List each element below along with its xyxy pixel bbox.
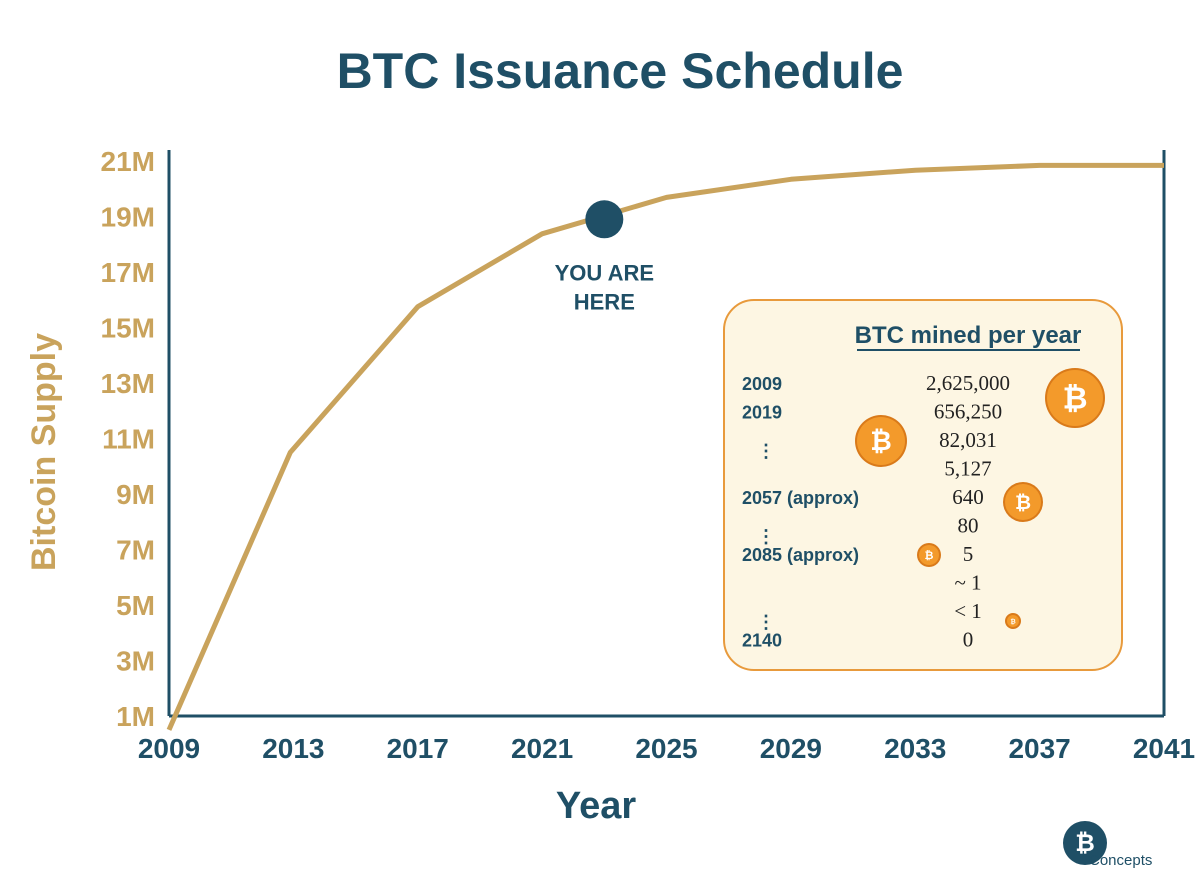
x-tick-label: 2029 xyxy=(760,733,822,764)
inset-title: BTC mined per year xyxy=(855,322,1082,349)
btc-mined-per-year-inset: BTC mined per year 2009 2,625,000 2019 656,… xyxy=(723,299,1123,671)
inset-row-value: 82,031 xyxy=(939,428,997,452)
bitcoin-coin-glyph: ₿ xyxy=(925,550,934,562)
logo-bitcoin-icon xyxy=(1063,821,1107,865)
inset-row-value: 80 xyxy=(958,514,979,538)
inset-row-value: 0 xyxy=(963,628,974,652)
bitcoin-coin-face xyxy=(1005,484,1041,520)
x-tick-label: 2041 xyxy=(1133,733,1195,764)
inset-row-value: ~ 1 xyxy=(954,571,981,595)
chart-title: BTC Issuance Schedule xyxy=(337,43,904,99)
y-tick-label: 7M xyxy=(116,535,155,566)
x-tick-label: 2009 xyxy=(138,733,200,764)
inset-row-year: ⋮ xyxy=(757,441,775,461)
inset-row-year: ⋮ xyxy=(757,612,775,632)
bitcoin-coin-glyph: ₿ xyxy=(1062,381,1087,416)
y-tick-label: 3M xyxy=(116,646,155,677)
bitcoin-coin-glyph: ₿ xyxy=(870,426,892,456)
inset-row-year: 2085 (approx) xyxy=(742,545,859,565)
you-are-here-annotation: YOU ARE HERE xyxy=(555,200,654,314)
bitcoin-coin-face xyxy=(857,417,905,465)
x-tick-label: 2021 xyxy=(511,733,573,764)
x-tick-label: 2037 xyxy=(1008,733,1070,764)
inset-row-value: 5,127 xyxy=(944,457,991,481)
x-tick-label: 2033 xyxy=(884,733,946,764)
inset-row-year: 2019 xyxy=(742,403,782,423)
inset-background xyxy=(723,299,1123,671)
you-are-here-label-line2: HERE xyxy=(574,289,635,314)
y-tick-label: 11M xyxy=(102,424,155,455)
inset-row-value: 2,625,000 xyxy=(926,371,1010,395)
x-tick-label: 2025 xyxy=(635,733,697,764)
inset-row-year: 2140 xyxy=(742,631,782,651)
inset-rows: 2009 2,625,000 2019 656,250 ⋮ 82,031 5,127 2057… xyxy=(742,371,1010,652)
bitcoin-coin-glyph: ₿ xyxy=(1010,617,1016,625)
y-tick-label: 17M xyxy=(101,257,155,288)
bitcoin-coin-face xyxy=(1007,615,1019,627)
x-tick-label: 2013 xyxy=(262,733,324,764)
inset-row-value: 640 xyxy=(952,485,984,509)
y-axis-label: Bitcoin Supply xyxy=(25,333,63,571)
inset-row-value: < 1 xyxy=(954,599,982,623)
supply-line xyxy=(166,162,1164,731)
you-are-here-label-line1: YOU ARE xyxy=(555,260,654,285)
inset-row-year: 2009 xyxy=(742,374,782,394)
bitcoin-coin-decorations: ₿ ₿ ₿ ₿ ₿ xyxy=(855,368,1105,629)
you-are-here-marker xyxy=(585,200,624,239)
chart-axes xyxy=(167,150,1166,718)
logo-text: Concepts xyxy=(1089,852,1152,869)
x-tick-label: 2017 xyxy=(387,733,449,764)
y-tick-label: 1M xyxy=(116,701,155,732)
series-line-group xyxy=(166,162,1164,731)
inset-row-value: 5 xyxy=(963,542,974,566)
y-tick-label: 21M xyxy=(101,146,155,177)
inset-row-year: 2057 (approx) xyxy=(742,488,859,508)
bitcoin-coin-face xyxy=(919,545,939,565)
inset-row-value: 656,250 xyxy=(934,400,1002,424)
y-tick-label: 5M xyxy=(116,590,155,621)
y-tick-label: 19M xyxy=(101,202,155,233)
y-tick-label: 15M xyxy=(101,313,155,344)
inset-row-year: ⋮ xyxy=(757,527,775,547)
bitcoin-coin-face xyxy=(1047,370,1103,426)
btc-concepts-logo: ₿ Concepts xyxy=(1063,821,1152,869)
x-tick-labels: 2009 2013 2017 2021 2025 2029 2033 2037 2041 xyxy=(138,733,1195,764)
logo-bitcoin-glyph: ₿ xyxy=(1075,830,1095,857)
bitcoin-coin-glyph: ₿ xyxy=(1015,492,1031,514)
y-tick-label: 9M xyxy=(116,479,155,510)
x-axis-label: Year xyxy=(556,785,637,827)
y-tick-label: 13M xyxy=(101,368,155,399)
y-tick-labels: 1M 3M 5M 7M 9M 11M 13M 15M 17M 19M 21M xyxy=(101,146,155,732)
